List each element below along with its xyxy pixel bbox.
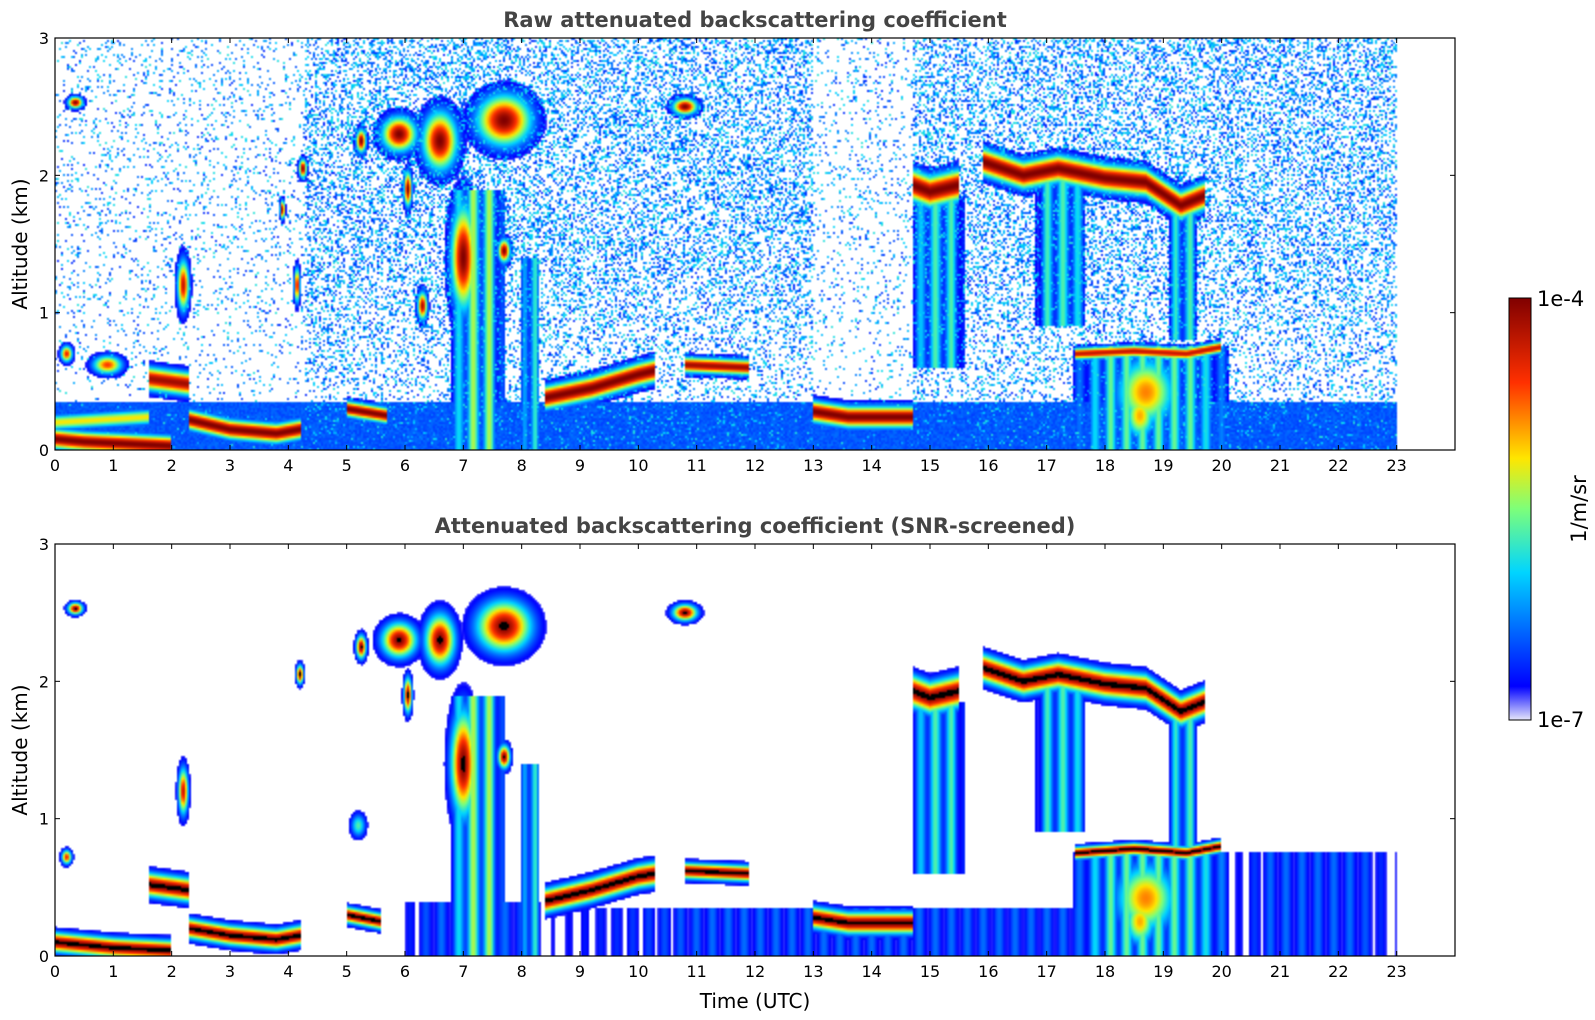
x-tick-label: 15 <box>920 456 940 475</box>
x-tick-label: 6 <box>400 962 410 981</box>
x-tick-label: 3 <box>225 962 235 981</box>
x-tick-label: 2 <box>167 962 177 981</box>
x-tick-label: 0 <box>50 962 60 981</box>
panel-raw-title: Raw attenuated backscattering coefficien… <box>503 8 1007 32</box>
x-tick-label: 2 <box>167 456 177 475</box>
x-tick-label: 13 <box>803 962 823 981</box>
y-tick-label: 0 <box>39 441 49 460</box>
colorbar: 1e-4 1e-7 1/m/sr <box>1508 287 1591 732</box>
y-tick-label: 2 <box>39 166 49 185</box>
x-tick-label: 22 <box>1328 456 1348 475</box>
x-tick-label: 10 <box>628 456 648 475</box>
x-tick-label: 3 <box>225 456 235 475</box>
x-tick-label: 15 <box>920 962 940 981</box>
panel-screened-xlabel: Time (UTC) <box>699 989 811 1013</box>
x-tick-label: 23 <box>1386 962 1406 981</box>
y-tick-label: 1 <box>39 304 49 323</box>
y-tick-label: 0 <box>39 947 49 966</box>
panel-screened-y-ticks: 0 1 2 3 <box>39 535 1455 966</box>
x-tick-label: 9 <box>575 456 585 475</box>
x-tick-label: 18 <box>1095 456 1115 475</box>
x-tick-label: 8 <box>517 456 527 475</box>
x-tick-label: 21 <box>1270 962 1290 981</box>
x-tick-label: 13 <box>803 456 823 475</box>
panel-screened: Attenuated backscattering coefficient (S… <box>8 514 1456 1013</box>
x-tick-label: 18 <box>1095 962 1115 981</box>
colorbar-frame <box>1508 297 1532 721</box>
x-tick-label: 17 <box>1036 962 1056 981</box>
x-tick-label: 5 <box>342 456 352 475</box>
x-tick-label: 23 <box>1386 456 1406 475</box>
x-tick-label: 1 <box>108 962 118 981</box>
panel-raw: Raw attenuated backscattering coefficien… <box>8 8 1456 475</box>
y-tick-label: 3 <box>39 29 49 48</box>
x-tick-label: 4 <box>283 962 293 981</box>
x-tick-label: 22 <box>1328 962 1348 981</box>
panel-raw-y-ticks: 0 1 2 3 <box>39 29 1455 460</box>
x-tick-label: 17 <box>1036 456 1056 475</box>
panel-screened-title: Attenuated backscattering coefficient (S… <box>435 514 1076 538</box>
x-tick-label: 6 <box>400 456 410 475</box>
x-tick-label: 9 <box>575 962 585 981</box>
x-tick-label: 11 <box>686 456 706 475</box>
x-tick-label: 14 <box>861 456 881 475</box>
x-tick-label: 16 <box>978 456 998 475</box>
x-tick-label: 10 <box>628 962 648 981</box>
x-tick-label: 14 <box>861 962 881 981</box>
x-tick-label: 20 <box>1211 962 1231 981</box>
panel-raw-ylabel: Altitude (km) <box>8 178 32 309</box>
y-tick-label: 2 <box>39 672 49 691</box>
x-tick-label: 5 <box>342 962 352 981</box>
x-tick-label: 16 <box>978 962 998 981</box>
x-tick-label: 4 <box>283 456 293 475</box>
x-tick-label: 20 <box>1211 456 1231 475</box>
panel-raw-x-ticks: 0 1 2 3 4 5 6 7 8 9 10 11 12 13 14 15 16 17 18 19 20 21 22 23 <box>50 38 1407 475</box>
panel-screened-ylabel: Altitude (km) <box>8 684 32 815</box>
x-tick-label: 12 <box>745 962 765 981</box>
x-tick-label: 8 <box>517 962 527 981</box>
colorbar-gradient <box>1509 298 1531 720</box>
x-tick-label: 7 <box>458 456 468 475</box>
colorbar-min-label: 1e-7 <box>1537 708 1584 732</box>
colorbar-unit-label: 1/m/sr <box>1567 475 1591 543</box>
y-tick-label: 3 <box>39 535 49 554</box>
y-tick-label: 1 <box>39 810 49 829</box>
x-tick-label: 7 <box>458 962 468 981</box>
panel-screened-heatmap <box>55 544 1455 956</box>
x-tick-label: 12 <box>745 456 765 475</box>
panel-raw-heatmap <box>55 38 1455 450</box>
x-tick-label: 1 <box>108 456 118 475</box>
panel-screened-x-ticks: 0 1 2 3 4 5 6 7 8 9 10 11 12 13 14 15 16 17 18 19 20 21 22 23 <box>50 544 1407 981</box>
x-tick-label: 11 <box>686 962 706 981</box>
colorbar-max-label: 1e-4 <box>1537 287 1584 311</box>
x-tick-label: 19 <box>1153 456 1173 475</box>
x-tick-label: 19 <box>1153 962 1173 981</box>
x-tick-label: 21 <box>1270 456 1290 475</box>
x-tick-label: 0 <box>50 456 60 475</box>
